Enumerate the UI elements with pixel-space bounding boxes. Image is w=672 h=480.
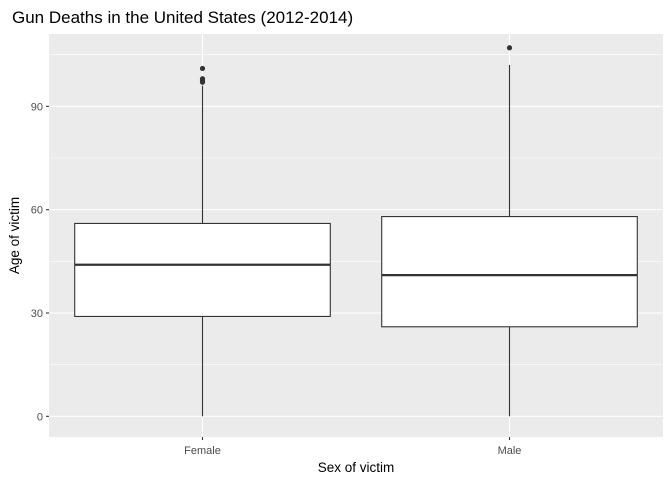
outlier-point	[199, 65, 206, 72]
x-axis: Female Male	[184, 437, 521, 457]
y-tick-label: 30	[31, 308, 43, 320]
y-tick-label: 60	[31, 205, 43, 217]
y-axis: 0 30 60 90	[31, 101, 49, 423]
x-tick-label: Female	[184, 445, 221, 457]
x-tick-label: Male	[498, 445, 522, 457]
boxes-layer	[74, 45, 638, 417]
chart-title: Gun Deaths in the United States (2012-20…	[12, 8, 353, 27]
outlier-point	[199, 76, 206, 82]
y-axis-title: Age of victim	[7, 197, 22, 274]
outlier-point	[506, 45, 513, 51]
x-axis-title: Sex of victim	[318, 460, 395, 475]
box-female	[74, 65, 331, 417]
box-male	[381, 45, 638, 417]
iqr-box	[74, 222, 331, 317]
y-tick-label: 90	[31, 101, 43, 113]
iqr-box	[381, 216, 638, 328]
y-tick-label: 0	[37, 411, 43, 423]
